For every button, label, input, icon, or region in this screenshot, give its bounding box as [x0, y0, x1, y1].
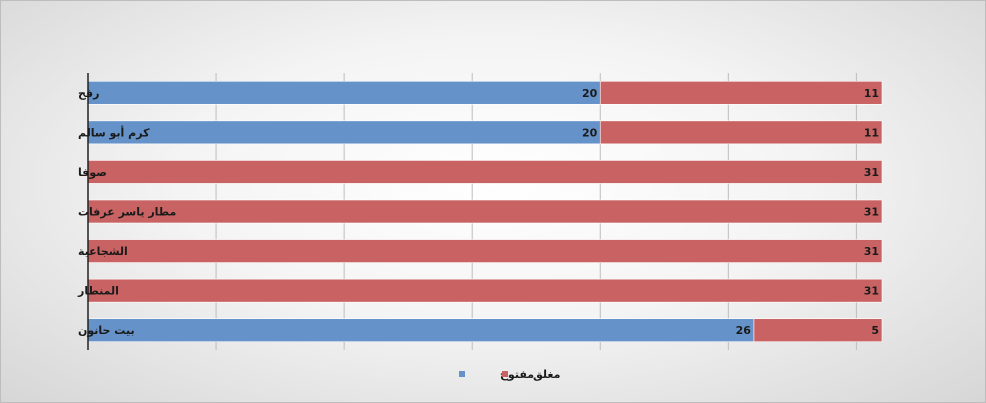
- bar-closed: [87, 239, 883, 263]
- legend-swatch-closed: [502, 371, 508, 377]
- bar-closed: [599, 80, 883, 105]
- data-label: 11: [864, 126, 879, 139]
- category-label: رفح: [78, 87, 99, 100]
- category-label: مطار ياسر عرفات: [78, 206, 176, 219]
- data-label: 5: [871, 324, 879, 337]
- data-label: 20: [582, 126, 598, 139]
- legend: مفتوح مغلق: [459, 368, 560, 381]
- data-labels: 20 11 20 11 31 31 31 31 26 5: [582, 87, 879, 337]
- category-label: الشجاعية: [78, 245, 128, 258]
- bar-closed: [87, 278, 883, 303]
- legend-swatch-open: [459, 371, 465, 377]
- bars: [87, 80, 883, 343]
- data-label: 11: [864, 87, 879, 100]
- data-label: 26: [736, 324, 752, 337]
- data-label: 31: [864, 285, 879, 298]
- data-label: 20: [582, 87, 598, 100]
- category-label: صوفا: [78, 166, 107, 179]
- category-labels: رفح كرم أبو سالم صوفا مطار ياسر عرفات الشجاع…: [77, 87, 176, 337]
- data-label: 31: [864, 206, 879, 219]
- category-label: المنطار: [77, 285, 119, 298]
- legend-label-closed: مغلق: [533, 368, 560, 381]
- bar-closed: [599, 120, 883, 145]
- bar-open: [87, 318, 755, 343]
- bar-closed: [87, 160, 883, 184]
- data-label: 31: [864, 166, 879, 179]
- category-label: بيت حانون: [78, 324, 135, 337]
- category-label: كرم أبو سالم: [78, 125, 150, 139]
- bar-closed: [753, 318, 883, 343]
- bar-open: [87, 80, 601, 105]
- data-label: 31: [864, 245, 879, 258]
- bar-closed: [87, 199, 883, 224]
- legend-label-open: مفتوح: [500, 368, 534, 381]
- gridlines: [215, 73, 857, 350]
- bar-open: [87, 120, 601, 145]
